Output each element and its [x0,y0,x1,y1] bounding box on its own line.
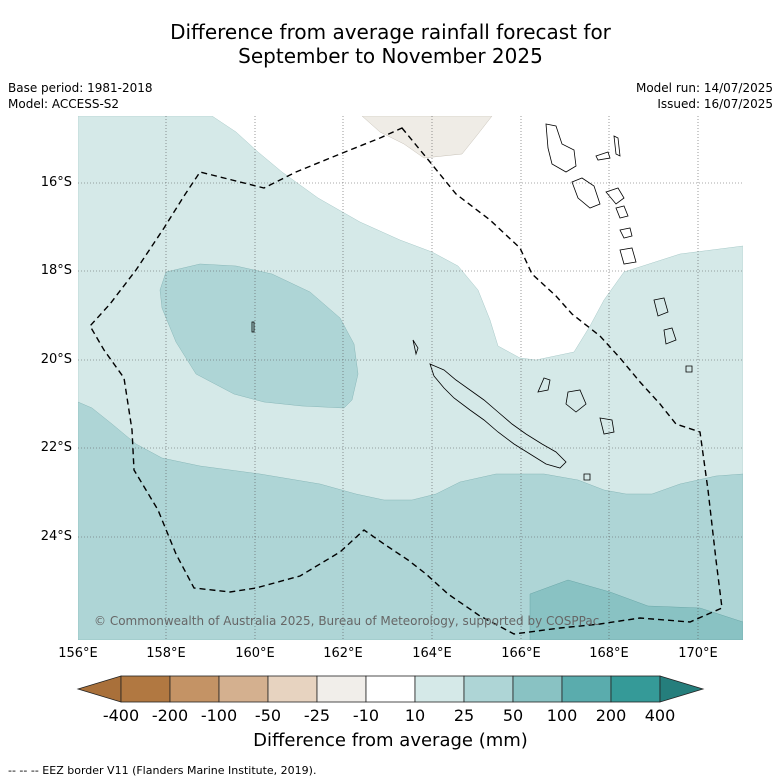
vanuatu-tanna [653,297,669,317]
vanuatu-efate [619,227,633,239]
vanuatu-epi [615,205,629,219]
colorbar-bin-6 [365,675,416,703]
colorbar-label: -25 [303,706,331,725]
anomaly-neg10-neg25-north [361,116,493,159]
lat-label-24s: 24°S [40,529,72,544]
lat-label-18s: 18°S [40,263,72,278]
lon-label-170e: 170°E [678,646,718,661]
colorbar-label: 50 [502,706,524,725]
map-field [78,116,743,640]
colorbar-bin-3 [218,675,269,703]
title-line-2: September to November 2025 [238,44,543,68]
colorbar-bin-5 [316,675,367,703]
colorbar-title: Difference from average (mm) [253,730,528,751]
colorbar-label: -200 [151,706,189,725]
colorbar-label: 100 [546,706,578,725]
new-caledonia-islet-north [412,339,419,356]
colorbar-extend-low [76,675,122,703]
lon-label-166e: 166°E [501,646,541,661]
anomaly-25-50-west [159,263,359,409]
colorbar-label: 200 [595,706,627,725]
colorbar-label: 25 [453,706,475,725]
vanuatu-ambae [595,151,611,161]
loyalty-island-lifou [565,389,587,413]
lon-label-164e: 164°E [412,646,452,661]
lon-label-168e: 168°E [589,646,629,661]
colorbar-bin-9 [512,675,563,703]
copyright-notice: © Commonwealth of Australia 2025, Bureau… [94,614,600,628]
colorbar-bin-8 [463,675,514,703]
colorbar-label: -400 [102,706,140,725]
colorbar-bin-11 [610,675,661,703]
colorbar-bin-7 [414,675,465,703]
loyalty-island-mare [599,417,615,435]
lat-label-16s: 16°S [40,175,72,190]
vanuatu-pentecost [605,187,625,205]
vanuatu-aneityum [663,327,677,345]
colorbar-bin-4 [267,675,318,703]
colorbar-label: -50 [254,706,282,725]
island-isle-of-pines [583,473,591,481]
colorbar-bin-10 [561,675,612,703]
eez-border [89,127,723,635]
lat-label-22s: 22°S [40,440,72,455]
eez-footnote: -- -- -- EEZ border V11 (Flanders Marine… [8,764,317,777]
vanuatu-espiritu-santo [545,123,577,173]
model-run: Model run: 14/07/2025 [635,81,773,95]
model-name: Model: ACCESS-S2 [8,97,120,111]
colorbar-bin-2 [169,675,220,703]
vanuatu-maewo [613,135,621,157]
lat-label-20s: 20°S [40,352,72,367]
lon-label-160e: 160°E [235,646,275,661]
new-caledonia-coast [429,363,567,469]
colorbar-label: -10 [352,706,380,725]
island-east-small [685,365,693,373]
lon-label-162e: 162°E [323,646,363,661]
colorbar-label: -100 [200,706,238,725]
map-title: Difference from average rainfall forecas… [0,20,781,68]
metadata-left: Base period: 1981-2018 Model: ACCESS-S2 [8,80,153,112]
colorbar-bin-1 [120,675,171,703]
chesterfield-islet [251,321,255,333]
vanuatu-malakula [571,177,601,209]
colorbar-label: 10 [404,706,426,725]
loyalty-island-ouvea [537,377,551,393]
colorbar [76,675,705,703]
vanuatu-erromango [619,247,637,265]
lon-label-156e: 156°E [58,646,98,661]
base-period: Base period: 1981-2018 [8,81,153,95]
anomaly-25-50-south [78,401,743,640]
colorbar-extend-high [659,675,705,703]
title-line-1: Difference from average rainfall forecas… [170,20,611,44]
gridlines [78,116,743,640]
metadata-right: Model run: 14/07/2025 Issued: 16/07/2025 [636,80,773,112]
colorbar-label: 400 [644,706,676,725]
lon-label-158e: 158°E [146,646,186,661]
issued-date: Issued: 16/07/2025 [657,97,773,111]
